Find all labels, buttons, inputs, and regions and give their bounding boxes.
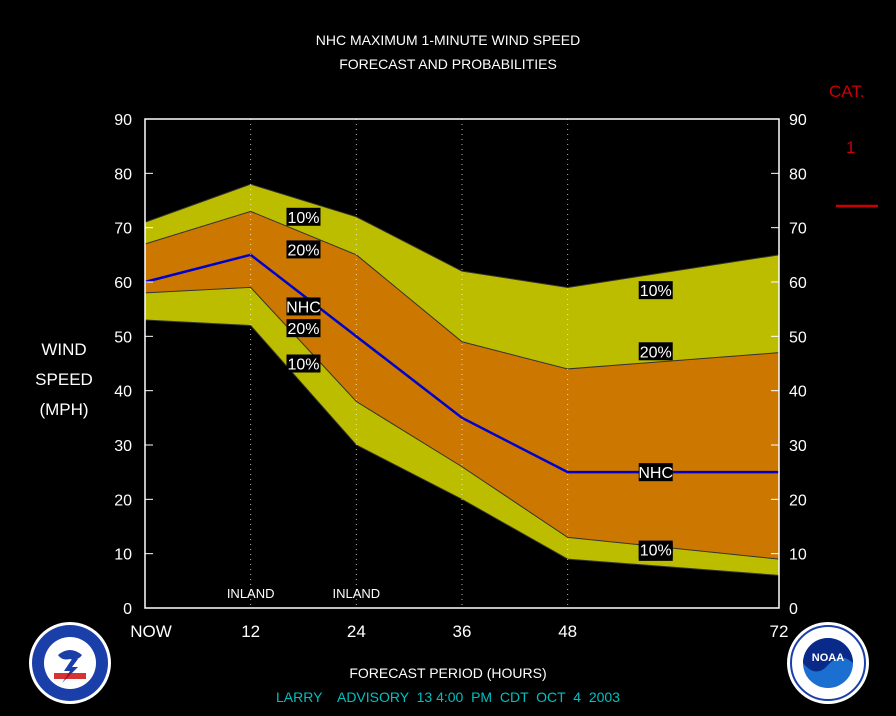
series-label-bg [286,207,321,226]
band-20-percent [145,211,779,560]
series-label: 10% [287,357,319,374]
series-line-0 [144,183,780,288]
y-tick-label-left: 30 [114,438,132,455]
series-label-bg [286,240,321,259]
series-label: 10% [640,543,672,560]
series-label: 20% [287,242,319,259]
inland-annotation: INLAND [227,586,275,601]
noaa-logo-icon: NOAA [786,621,870,705]
series-label-bg [286,297,321,316]
y-axis-label-line1: WIND [41,340,87,359]
advisory-footer: LARRY ADVISORY 13 4:00 PM CDT OCT 4 2003 [276,689,620,705]
series-label: 20% [287,321,319,338]
x-tick-label: 48 [558,622,577,641]
x-tick-label: 36 [453,622,472,641]
svg-text:NOAA: NOAA [812,652,844,664]
y-tick-label-right: 40 [789,384,807,401]
y-tick-label-left: 50 [114,329,132,346]
y-tick-label-right: 20 [789,492,807,509]
x-tick-label: NOW [130,622,172,641]
inland-annotation: INLAND [332,586,380,601]
y-axis-label-line2: SPEED [35,370,93,389]
series-label: 20% [640,344,672,361]
x-tick-label: 12 [241,622,260,641]
chart-subtitle: FORECAST AND PROBABILITIES [339,56,557,72]
series-label-bg [286,319,321,338]
y-tick-label-right: 80 [789,166,807,183]
category-value: 1 [846,138,856,157]
y-tick-label-left: 0 [123,601,132,618]
y-tick-label-left: 20 [114,492,132,509]
y-tick-label-left: 10 [114,547,132,564]
series-label-bg [638,463,673,482]
series-label-bg [286,354,321,373]
series-label: NHC [286,299,321,316]
y-tick-label-right: 70 [789,221,807,238]
series-label: 10% [640,283,672,300]
x-axis-label: FORECAST PERIOD (HOURS) [349,665,547,681]
y-tick-label-right: 60 [789,275,807,292]
series-label-bg [638,281,673,300]
nws-logo-icon [28,621,112,705]
y-tick-label-right: 30 [789,438,807,455]
series-label: 10% [287,210,319,227]
y-tick-label-left: 70 [114,221,132,238]
y-tick-label-right: 50 [789,329,807,346]
y-tick-label-left: 90 [114,112,132,129]
chart-title: NHC MAXIMUM 1-MINUTE WIND SPEED [315,32,581,48]
series-label-bg [638,540,673,559]
series-line-nhc [144,253,779,474]
series-line-1 [144,210,780,370]
y-tick-label-left: 60 [114,275,132,292]
series-label-bg [638,342,673,361]
y-tick-label-right: 90 [789,112,807,129]
y-axis-label-line3: (MPH) [39,400,89,419]
series-line-3 [144,286,780,560]
y-tick-label-right: 10 [789,547,807,564]
y-tick-label-left: 40 [114,384,132,401]
y-tick-label-right: 0 [789,601,798,618]
x-tick-label: 72 [770,622,789,641]
plot-frame [144,118,780,609]
x-tick-label: 24 [347,622,366,641]
category-label: CAT. [829,82,865,101]
y-tick-label-left: 80 [114,166,132,183]
series-line-4 [144,319,780,576]
series-label: NHC [638,465,673,482]
